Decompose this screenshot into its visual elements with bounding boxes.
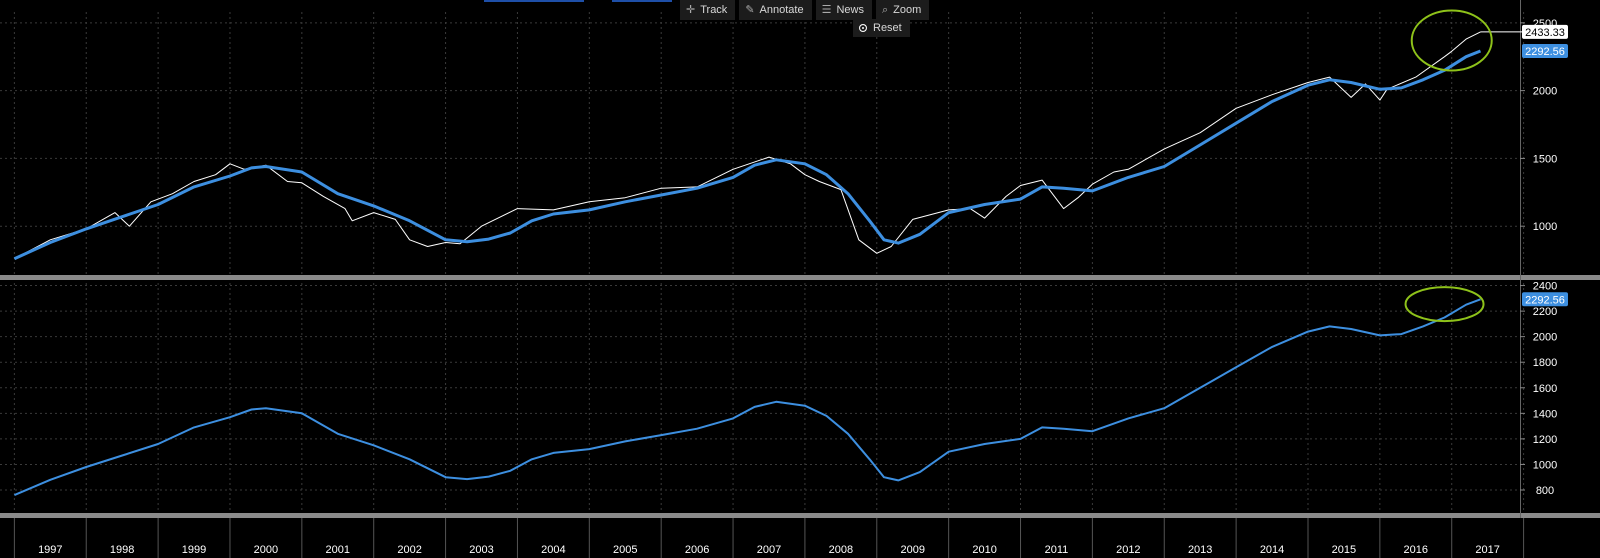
track-label: Track <box>700 4 728 16</box>
y-tick-label: 1400 <box>1533 408 1557 420</box>
y-tick-label: 1000 <box>1533 459 1557 471</box>
news-button[interactable]: ☰ News <box>815 0 872 20</box>
x-tick-label: 2001 <box>326 544 350 556</box>
track-button[interactable]: ✛ Track <box>680 0 736 20</box>
price-last-value-label: 2433.33 <box>1525 27 1565 39</box>
y-tick-label: 2000 <box>1533 86 1557 98</box>
top-accent-bar-2 <box>612 0 672 2</box>
chart-toolbar: ✛ Track ✎ Annotate ☰ News ⌕ Zoom <box>680 0 930 20</box>
x-tick-label: 2005 <box>613 544 637 556</box>
panel-separator-bottom <box>0 513 1600 518</box>
moving-average-line-upper <box>13 49 1482 261</box>
magnifier-icon: ⌕ <box>881 4 889 16</box>
annotation-layer: 2292.56 2433.33 2292.56 <box>1404 9 1568 323</box>
x-tick-label: 2002 <box>397 544 421 556</box>
y-tick-label: 2400 <box>1533 281 1557 293</box>
y-tick-label: 2000 <box>1533 332 1557 344</box>
news-icon: ☰ <box>821 4 832 16</box>
x-tick-label: 1999 <box>182 544 206 556</box>
x-tick-label: 2017 <box>1475 544 1499 556</box>
x-tick-label: 2016 <box>1404 544 1428 556</box>
reset-label: Reset <box>873 22 902 34</box>
reset-button[interactable]: Reset <box>853 19 910 37</box>
y-tick-label: 1500 <box>1533 153 1557 165</box>
grid-layer <box>0 12 1525 513</box>
x-tick-label: 2000 <box>254 544 278 556</box>
reset-radio-icon <box>859 24 867 32</box>
y-tick-label: 1800 <box>1533 357 1557 369</box>
moving-average-line-lower <box>14 298 1481 497</box>
x-tick-label: 2004 <box>541 544 565 556</box>
highlight-ellipse <box>1410 9 1493 72</box>
ma-last-value-label: 2292.56 <box>1525 294 1565 306</box>
news-label: News <box>836 4 864 16</box>
x-tick-label: 2011 <box>1045 544 1069 556</box>
zoom-button[interactable]: ⌕ Zoom <box>875 0 930 20</box>
x-tick-label: 1998 <box>110 544 134 556</box>
ma-last-value-label: 2292.56 <box>1525 46 1565 58</box>
x-tick-label: 2006 <box>685 544 709 556</box>
y-tick-label: 1200 <box>1533 434 1557 446</box>
x-tick-label: 2010 <box>972 544 996 556</box>
y-tick-label: 1000 <box>1533 221 1557 233</box>
x-tick-label: 2008 <box>829 544 853 556</box>
y-tick-label: 800 <box>1536 485 1554 497</box>
series-layer <box>13 31 1482 497</box>
x-tick-label: 2003 <box>469 544 493 556</box>
panel-separator[interactable] <box>0 275 1600 280</box>
ma-last-value-badge <box>1522 292 1568 307</box>
y-tick-label: 1600 <box>1533 383 1557 395</box>
ma-last-value-badge <box>1522 43 1568 58</box>
x-tick-label: 2009 <box>900 544 924 556</box>
x-tick-label: 2012 <box>1116 544 1140 556</box>
x-tick-label: 1997 <box>38 544 62 556</box>
top-accent-bar <box>484 0 584 2</box>
price-last-value-badge <box>1522 24 1568 39</box>
annotate-label: Annotate <box>759 4 804 16</box>
x-tick-label: 2013 <box>1188 544 1212 556</box>
y-tick-label: 2200 <box>1533 306 1557 318</box>
zoom-label: Zoom <box>893 4 922 16</box>
x-tick-label: 2015 <box>1332 544 1356 556</box>
x-tick-label: 2007 <box>757 544 781 556</box>
annotate-button[interactable]: ✎ Annotate <box>739 0 812 20</box>
x-tick-label: 2014 <box>1260 544 1284 556</box>
pencil-icon: ✎ <box>745 4 755 16</box>
crosshair-icon: ✛ <box>686 4 696 16</box>
highlight-ellipse <box>1404 286 1485 323</box>
